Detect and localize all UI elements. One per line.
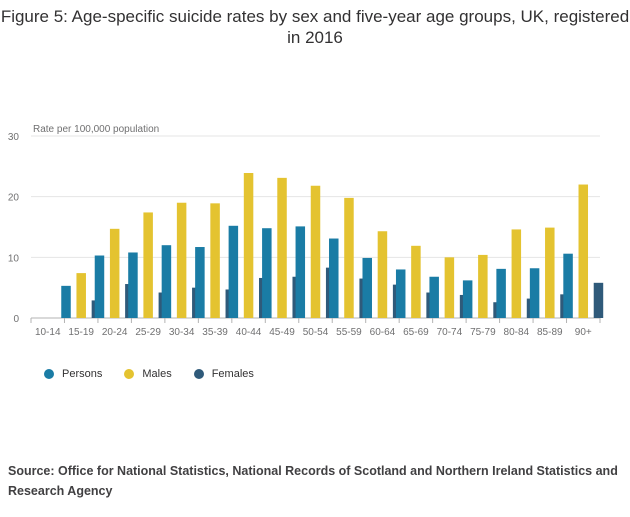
bar-males-70-74 [444,257,455,318]
bar-males-50-54 [310,185,321,318]
bar-males-80-84 [511,229,522,318]
x-axis: 10-14 15-19 20-24 25-29 30-34 35-39 40-44 45-49… [30,318,601,338]
legend-swatch-males [124,369,135,379]
bar-persons-55-59 [329,238,339,318]
y-tick-label: 20 [8,193,20,204]
x-tick-label: 60-64 [370,327,396,338]
x-tick-label: 20-24 [102,327,128,338]
x-tick-label: 55-59 [336,327,362,338]
x-tick-label: 40-44 [236,327,262,338]
bar-males-30-34 [176,202,187,318]
bar-chart: 0 10 20 30 Rate per 100,000 population 10-1… [8,124,604,338]
bar-persons-40-44 [228,225,239,318]
bar-males-75-79 [478,254,488,318]
bar-persons-30-34 [161,245,172,318]
bar-males-20-24 [109,228,120,318]
y-tick-label: 0 [13,314,19,325]
x-tick-label: 70-74 [437,327,463,338]
bar-males-35-39 [210,203,220,318]
bar-persons-90+ [563,253,573,318]
legend-label-males: Males [142,368,172,380]
legend-item-females: Females [193,368,254,380]
y-axis-ticks: 0 10 20 30 [8,132,20,325]
x-tick-label: 10-14 [35,327,61,338]
y-tick-label: 10 [8,253,20,264]
y-tick-label: 30 [8,132,20,143]
source-note: Source: Office for National Statistics, … [8,464,618,498]
chart-title: Figure 5: Age-specific suicide rates by … [0,7,630,47]
x-tick-label: 50-54 [303,327,329,338]
x-tick-label: 35-39 [202,327,228,338]
bar-persons-20-24 [94,255,105,318]
bar-persons-70-74 [429,276,439,318]
x-tick-label: 25-29 [135,327,161,338]
bar-males-40-44 [243,173,254,318]
bar-males-60-64 [377,231,388,318]
y-axis-label: Rate per 100,000 population [33,124,159,135]
bar-males-90+ [578,184,589,318]
bar-series [61,173,604,318]
bar-persons-75-79 [462,280,473,318]
x-tick-label: 75-79 [470,327,496,338]
bar-persons-45-49 [262,228,272,318]
bar-males-65-69 [411,245,421,318]
legend: Persons Males Females [44,368,254,380]
bar-males-25-29 [143,212,153,318]
bar-persons-65-69 [395,269,406,318]
bar-males-45-49 [277,177,287,318]
legend-item-males: Males [124,368,172,380]
bar-males-15-19 [76,273,86,318]
x-tick-label: 80-84 [504,327,530,338]
legend-swatch-persons [44,369,54,379]
legend-label-females: Females [211,368,254,380]
x-tick-label: 45-49 [269,327,295,338]
bar-males-55-59 [344,197,354,318]
x-tick-label: 90+ [575,327,592,338]
bar-females-90+ [593,282,604,318]
x-tick-label: 15-19 [68,327,94,338]
bar-persons-50-54 [295,226,306,318]
bar-persons-85-89 [529,268,540,318]
legend-label-persons: Persons [62,368,103,380]
legend-swatch-females [193,369,204,379]
bar-persons-35-39 [195,247,205,318]
bar-persons-15-19 [61,285,71,318]
legend-item-persons: Persons [44,368,102,380]
x-tick-label: 30-34 [169,327,195,338]
bar-males-85-89 [545,227,555,318]
x-tick-label: 85-89 [537,327,563,338]
x-tick-label: 65-69 [403,327,429,338]
bar-persons-25-29 [128,252,138,318]
bar-persons-80-84 [496,268,506,318]
bar-persons-60-64 [362,257,372,318]
